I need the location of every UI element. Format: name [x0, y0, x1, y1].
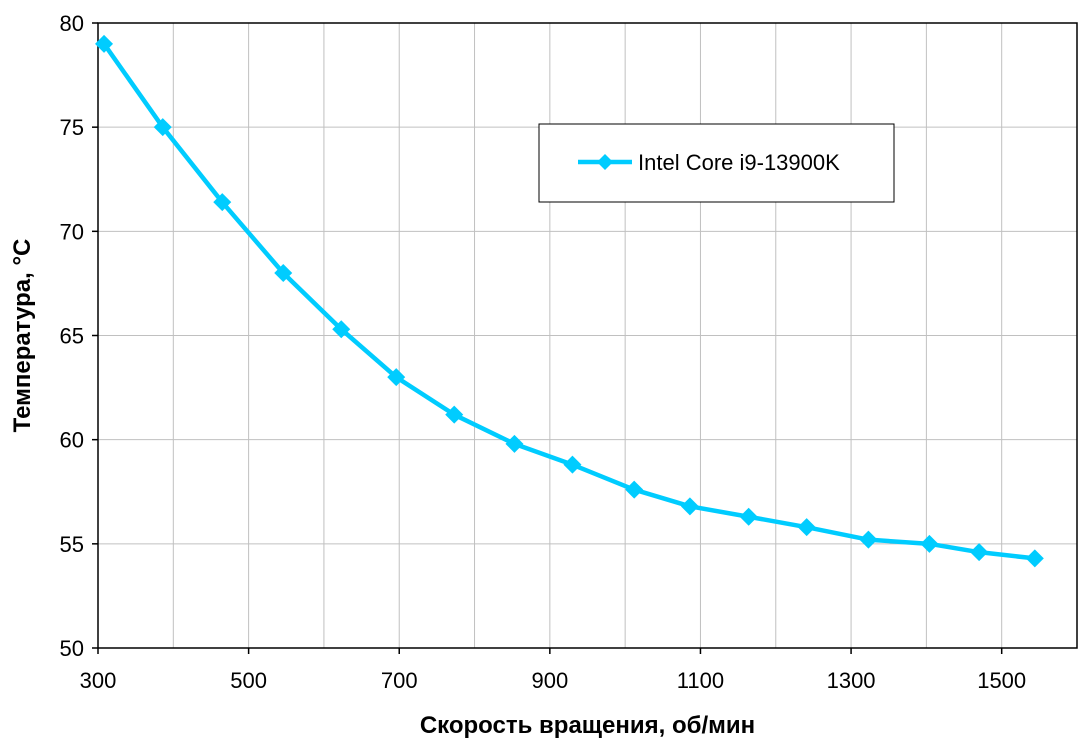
data-point-marker — [387, 368, 406, 387]
series-layer — [95, 34, 1044, 568]
series-line-1 — [102, 42, 1036, 561]
data-point-marker — [739, 507, 758, 526]
y-axis-title: Температура, °C — [9, 239, 36, 433]
data-point-marker — [153, 118, 172, 137]
data-point-marker — [505, 434, 524, 453]
data-point-marker — [859, 530, 878, 549]
y-tick-label: 75 — [60, 115, 84, 140]
x-tick-label: 500 — [230, 668, 267, 693]
x-tick-label: 1300 — [827, 668, 876, 693]
x-tick-label: 300 — [80, 668, 117, 693]
x-axis-title: Скорость вращения, об/мин — [420, 712, 755, 739]
data-point-marker — [625, 480, 644, 499]
data-point-marker — [680, 497, 699, 516]
data-point-marker — [797, 518, 816, 537]
legend-marker-diamond — [597, 154, 613, 170]
data-point-marker — [970, 543, 989, 562]
legend: Intel Core i9-13900K — [538, 123, 895, 203]
y-tick-label: 50 — [60, 636, 84, 661]
x-tick-label: 1100 — [677, 668, 724, 693]
grid — [98, 23, 1077, 648]
data-point-marker — [1025, 549, 1044, 568]
y-tick-label: 60 — [60, 428, 84, 453]
x-tick-label: 1500 — [977, 668, 1026, 693]
legend-label-series-1: Intel Core i9-13900K — [638, 150, 840, 175]
x-axis-ticks: 300 500 700 900 1100 1300 1500 — [80, 648, 1026, 693]
y-tick-label: 70 — [60, 219, 84, 244]
y-tick-label: 80 — [60, 11, 84, 36]
y-axis-ticks: 50 55 60 65 70 75 80 — [60, 11, 98, 661]
data-point-marker — [213, 193, 232, 212]
x-tick-label: 700 — [381, 668, 418, 693]
y-tick-label: 55 — [60, 532, 84, 557]
data-point-marker — [563, 455, 582, 474]
data-point-marker — [445, 405, 464, 424]
x-tick-label: 900 — [531, 668, 568, 693]
data-point-marker — [920, 534, 939, 553]
data-point-marker — [332, 320, 351, 339]
data-point-marker — [274, 264, 293, 282]
data-point-marker — [95, 34, 114, 53]
y-tick-label: 65 — [60, 324, 84, 349]
